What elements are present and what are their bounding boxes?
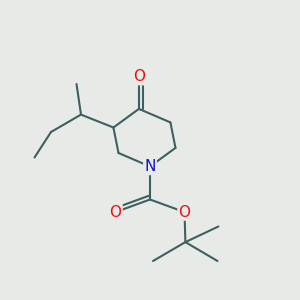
Text: O: O: [133, 69, 145, 84]
Text: O: O: [178, 205, 190, 220]
Text: O: O: [133, 69, 145, 84]
Text: O: O: [110, 205, 122, 220]
Text: N: N: [144, 159, 156, 174]
